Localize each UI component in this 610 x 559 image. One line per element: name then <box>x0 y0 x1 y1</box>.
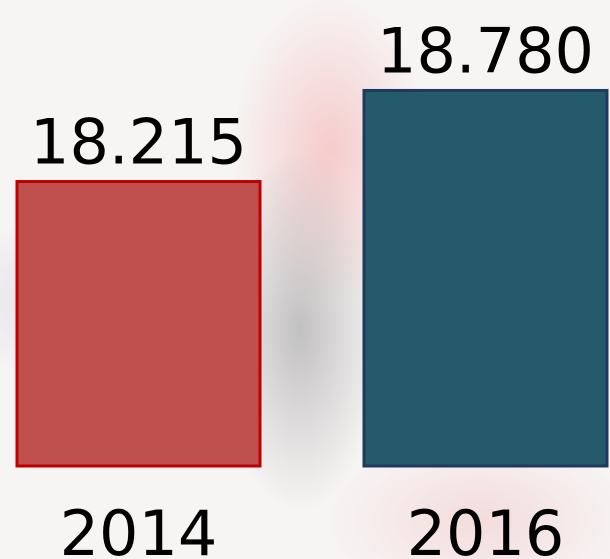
x-tick-label: 2014 <box>60 497 218 559</box>
bar <box>362 88 609 468</box>
value-label: 18.780 <box>377 14 594 87</box>
value-label: 18.215 <box>30 106 247 179</box>
x-tick-label: 2016 <box>407 497 565 559</box>
bar <box>15 180 262 468</box>
